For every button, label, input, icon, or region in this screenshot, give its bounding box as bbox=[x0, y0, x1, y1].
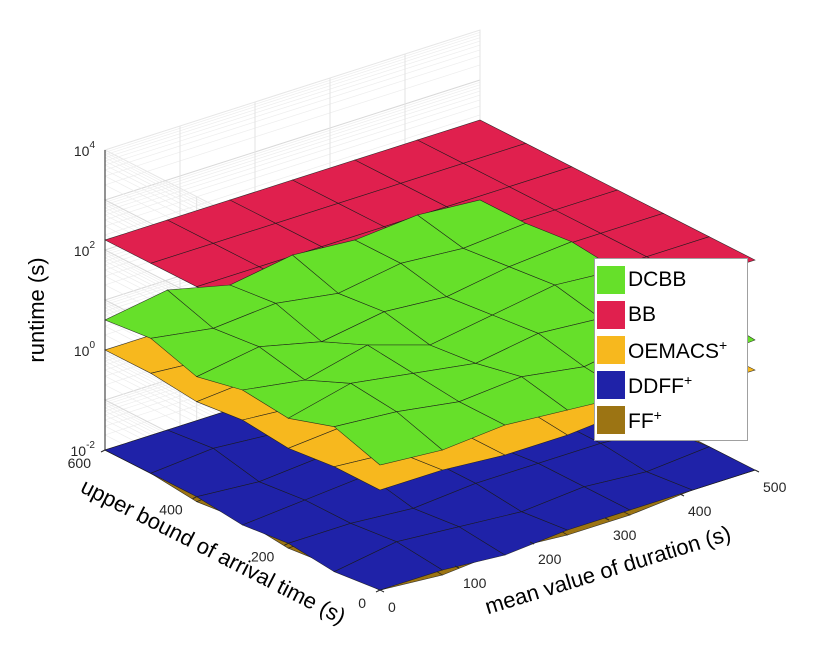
legend-swatch bbox=[597, 371, 625, 399]
y-tick-label: 400 bbox=[159, 502, 183, 518]
y-tick-label: 200 bbox=[251, 548, 275, 564]
legend-label: OEMACS+ bbox=[628, 336, 728, 363]
z-tick-label: 100 bbox=[74, 340, 96, 359]
surfaces bbox=[104, 119, 756, 591]
y-tick-mark bbox=[192, 496, 197, 500]
x-tick-mark bbox=[604, 517, 610, 521]
y-tick-label: 0 bbox=[358, 595, 366, 611]
legend-swatch bbox=[597, 336, 625, 364]
y-tick-mark bbox=[284, 542, 289, 546]
x-tick-label: 0 bbox=[388, 599, 396, 615]
x-tick-label: 400 bbox=[688, 503, 712, 519]
legend-item-oemacs: OEMACS+ bbox=[597, 334, 727, 366]
legend-label: BB bbox=[628, 303, 657, 326]
legend-label: FF+ bbox=[628, 406, 662, 433]
x-tick-label: 100 bbox=[463, 575, 487, 591]
x-tick-mark bbox=[454, 565, 460, 569]
surface-patch bbox=[645, 446, 756, 491]
legend-label: DDFF+ bbox=[628, 371, 693, 398]
legend-label: DCBB bbox=[628, 268, 687, 291]
y-tick-mark bbox=[100, 449, 106, 453]
legend-item-dcbb: DCBB bbox=[597, 264, 686, 296]
z-axis-label: runtime (s) bbox=[24, 257, 49, 362]
x-tick-mark bbox=[754, 469, 760, 473]
x-tick-label: 500 bbox=[763, 479, 787, 495]
legend-swatch bbox=[597, 266, 625, 294]
x-tick-label: 200 bbox=[538, 551, 562, 567]
surface-dcbb bbox=[104, 199, 756, 466]
x-tick-mark bbox=[379, 589, 385, 593]
legend-item-bb: BB bbox=[597, 299, 656, 331]
legend-swatch bbox=[597, 301, 625, 329]
legend-swatch bbox=[597, 406, 625, 434]
y-tick-mark bbox=[375, 589, 381, 593]
legend-item-ddff: DDFF+ bbox=[597, 369, 692, 401]
x-tick-label: 300 bbox=[613, 527, 637, 543]
z-tick-label: 104 bbox=[74, 140, 96, 159]
z-tick-label: 102 bbox=[74, 240, 96, 259]
x-tick-mark bbox=[679, 493, 685, 497]
z-tick-label: 10-2 bbox=[71, 440, 96, 459]
legend-item-ff: FF+ bbox=[597, 404, 662, 436]
y-tick-label: 600 bbox=[68, 455, 92, 471]
legend: DCBB BB OEMACS+ DDFF+ FF+ bbox=[594, 258, 748, 441]
x-tick-mark bbox=[529, 541, 535, 545]
